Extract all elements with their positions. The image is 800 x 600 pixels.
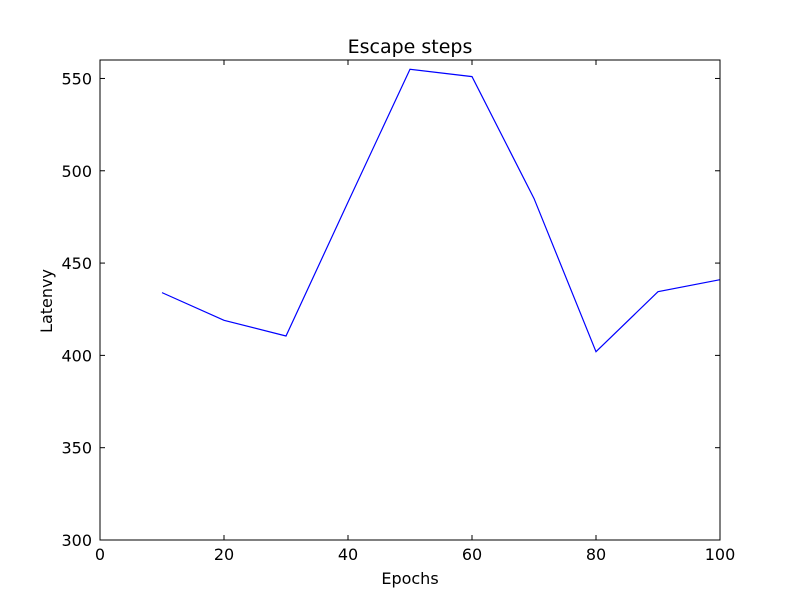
x-tick-label: 60 xyxy=(462,545,482,564)
series-line-0 xyxy=(161,68,721,353)
x-tick-label: 20 xyxy=(214,545,234,564)
x-tick-label: 80 xyxy=(586,545,606,564)
y-tick-label: 300 xyxy=(61,531,92,550)
y-tick-label: 500 xyxy=(61,162,92,181)
x-tick-label: 0 xyxy=(95,545,105,564)
x-tick-label: 100 xyxy=(705,545,736,564)
y-tick-label: 400 xyxy=(61,346,92,365)
axis-ticks: 0 20 40 60 80 100 300 350 400 450 500 550 xyxy=(61,60,735,564)
x-tick-label: 40 xyxy=(338,545,358,564)
y-tick-label: 350 xyxy=(61,439,92,458)
y-tick-label: 550 xyxy=(61,69,92,88)
chart-title: Escape steps xyxy=(348,36,473,58)
y-tick-label: 450 xyxy=(61,254,92,273)
series-layer xyxy=(161,68,721,353)
plot-frame xyxy=(99,59,721,541)
y-axis-label: Latenvy xyxy=(37,269,56,333)
x-axis-label: Epochs xyxy=(381,569,438,588)
